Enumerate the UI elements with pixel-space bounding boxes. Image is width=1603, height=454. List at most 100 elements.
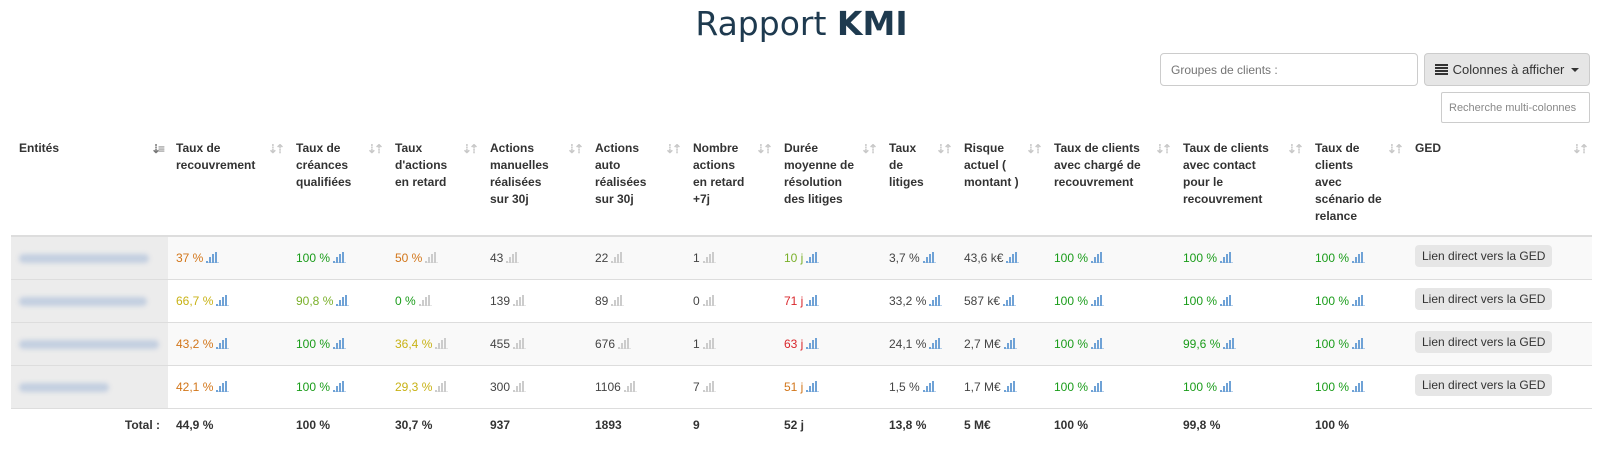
sparkline-chart-icon[interactable] — [435, 380, 449, 392]
sparkline-chart-icon[interactable] — [216, 380, 230, 392]
sparkline-chart-icon[interactable] — [435, 337, 449, 349]
sort-icon[interactable]: ⇣⇡ — [461, 142, 479, 156]
sparkline-chart-icon[interactable] — [1091, 380, 1105, 392]
sort-icon[interactable]: ⇣⇡ — [664, 142, 682, 156]
metric-cell: 66,7 % — [168, 278, 288, 322]
sparkline-chart-icon[interactable] — [929, 294, 943, 306]
column-header-1[interactable]: Taux de recouvrement ⇣⇡ — [168, 136, 288, 237]
sparkline-chart-icon[interactable] — [702, 294, 716, 306]
column-header-7[interactable]: Durée moyenne de résolution des litiges ⇣… — [776, 136, 881, 237]
client-groups-input[interactable] — [1160, 53, 1418, 86]
metric-cell: 63 j — [776, 321, 881, 365]
sparkline-chart-icon[interactable] — [806, 251, 820, 263]
sparkline-chart-icon[interactable] — [206, 251, 220, 263]
sparkline-chart-icon[interactable] — [1223, 337, 1237, 349]
sparkline-chart-icon[interactable] — [216, 337, 230, 349]
sparkline-chart-icon[interactable] — [1352, 337, 1366, 349]
sparkline-chart-icon[interactable] — [1220, 251, 1234, 263]
entity-name-cell[interactable] — [11, 364, 168, 408]
column-header-8[interactable]: Taux de litiges ⇣⇡ — [881, 136, 956, 237]
sparkline-chart-icon[interactable] — [623, 380, 637, 392]
sparkline-chart-icon[interactable] — [611, 294, 625, 306]
sparkline-chart-icon[interactable] — [1003, 294, 1017, 306]
total-value: 44,9 % — [168, 407, 288, 442]
sort-icon[interactable]: ⇣⇡ — [755, 142, 773, 156]
sparkline-chart-icon[interactable] — [922, 380, 936, 392]
sparkline-chart-icon[interactable] — [336, 294, 350, 306]
sparkline-chart-icon[interactable] — [806, 380, 820, 392]
metric-cell: 100 % — [1046, 364, 1175, 408]
sparkline-chart-icon[interactable] — [702, 251, 716, 263]
metric-value: 100 % — [1054, 293, 1089, 308]
columns-to-display-button[interactable]: Colonnes à afficher — [1424, 53, 1590, 86]
sort-icon[interactable]: ⇣⇡ — [935, 142, 953, 156]
sparkline-chart-icon[interactable] — [216, 294, 230, 306]
metric-value: 100 % — [296, 250, 331, 265]
column-header-13[interactable]: GED ⇣⇡ — [1407, 136, 1592, 237]
sparkline-chart-icon[interactable] — [1352, 294, 1366, 306]
sparkline-chart-icon[interactable] — [333, 251, 347, 263]
sparkline-chart-icon[interactable] — [1220, 294, 1234, 306]
column-header-12[interactable]: Taux de clients avec scénario de relance… — [1307, 136, 1407, 237]
ged-direct-link-button[interactable]: Lien direct vers la GED — [1415, 287, 1553, 310]
sparkline-chart-icon[interactable] — [418, 294, 432, 306]
column-header-5[interactable]: Actions auto réalisées sur 30j ⇣⇡ — [587, 136, 685, 237]
sort-icon[interactable]: ⇣⇡ — [566, 142, 584, 156]
ged-direct-link-button[interactable]: Lien direct vers la GED — [1415, 373, 1553, 396]
column-header-11[interactable]: Taux de clients avec contact pour le rec… — [1175, 136, 1307, 237]
entity-name-cell[interactable] — [11, 321, 168, 365]
sparkline-chart-icon[interactable] — [1091, 294, 1105, 306]
sparkline-chart-icon[interactable] — [702, 337, 716, 349]
metric-value: 90,8 % — [296, 293, 334, 308]
sparkline-chart-icon[interactable] — [1003, 337, 1017, 349]
sparkline-chart-icon[interactable] — [1091, 337, 1105, 349]
sparkline-chart-icon[interactable] — [1006, 251, 1020, 263]
column-header-6[interactable]: Nombre actions en retard +7j ⇣⇡ — [685, 136, 776, 237]
sparkline-chart-icon[interactable] — [513, 380, 527, 392]
sparkline-chart-icon[interactable] — [618, 337, 632, 349]
metric-cell: 100 % — [1307, 278, 1407, 322]
metric-value: 100 % — [1315, 250, 1350, 265]
sparkline-chart-icon[interactable] — [333, 380, 347, 392]
sort-icon[interactable]: ⇣⇡ — [1286, 142, 1304, 156]
sort-icon[interactable]: ⇣⇡ — [267, 142, 285, 156]
sort-icon[interactable]: ⇣⇡ — [1386, 142, 1404, 156]
sparkline-chart-icon[interactable] — [922, 251, 936, 263]
sort-icon[interactable]: ⇣⇡ — [860, 142, 878, 156]
entity-name-cell[interactable] — [11, 235, 168, 279]
column-header-10[interactable]: Taux de clients avec chargé de recouvrem… — [1046, 136, 1175, 237]
sparkline-chart-icon[interactable] — [1352, 380, 1366, 392]
sparkline-chart-icon[interactable] — [702, 380, 716, 392]
column-header-0[interactable]: Entités ⇣≡ — [11, 136, 168, 237]
column-header-4[interactable]: Actions manuelles réalisées sur 30j ⇣⇡ — [482, 136, 587, 237]
sort-icon[interactable]: ⇣⇡ — [366, 142, 384, 156]
sparkline-chart-icon[interactable] — [1352, 251, 1366, 263]
multi-column-search-input[interactable] — [1441, 92, 1590, 123]
total-value: 5 M€ — [956, 407, 1046, 442]
sparkline-chart-icon[interactable] — [1091, 251, 1105, 263]
sparkline-chart-icon[interactable] — [425, 251, 439, 263]
sparkline-chart-icon[interactable] — [1003, 380, 1017, 392]
ged-direct-link-button[interactable]: Lien direct vers la GED — [1415, 244, 1553, 267]
entity-name-cell[interactable] — [11, 278, 168, 322]
sparkline-chart-icon[interactable] — [506, 251, 520, 263]
sort-icon[interactable]: ⇣⇡ — [1025, 142, 1043, 156]
sort-icon[interactable]: ⇣⇡ — [1571, 142, 1589, 156]
sparkline-chart-icon[interactable] — [513, 294, 527, 306]
sort-icon[interactable]: ⇣⇡ — [1154, 142, 1172, 156]
metric-cell: 1 — [685, 235, 776, 279]
sparkline-chart-icon[interactable] — [611, 251, 625, 263]
sparkline-chart-icon[interactable] — [806, 294, 820, 306]
metric-cell: 1,7 M€ — [956, 364, 1046, 408]
column-header-2[interactable]: Taux de créances qualifiées ⇣⇡ — [288, 136, 387, 237]
sparkline-chart-icon[interactable] — [1220, 380, 1234, 392]
sparkline-chart-icon[interactable] — [333, 337, 347, 349]
sparkline-chart-icon[interactable] — [513, 337, 527, 349]
column-header-label: Nombre actions en retard +7j — [693, 141, 745, 206]
ged-direct-link-button[interactable]: Lien direct vers la GED — [1415, 330, 1553, 353]
sparkline-chart-icon[interactable] — [929, 337, 943, 349]
column-header-9[interactable]: Risque actuel ( montant ) ⇣⇡ — [956, 136, 1046, 237]
sort-ascending-icon[interactable]: ⇣≡ — [150, 142, 165, 156]
column-header-3[interactable]: Taux d'actions en retard ⇣⇡ — [387, 136, 482, 237]
sparkline-chart-icon[interactable] — [806, 337, 820, 349]
